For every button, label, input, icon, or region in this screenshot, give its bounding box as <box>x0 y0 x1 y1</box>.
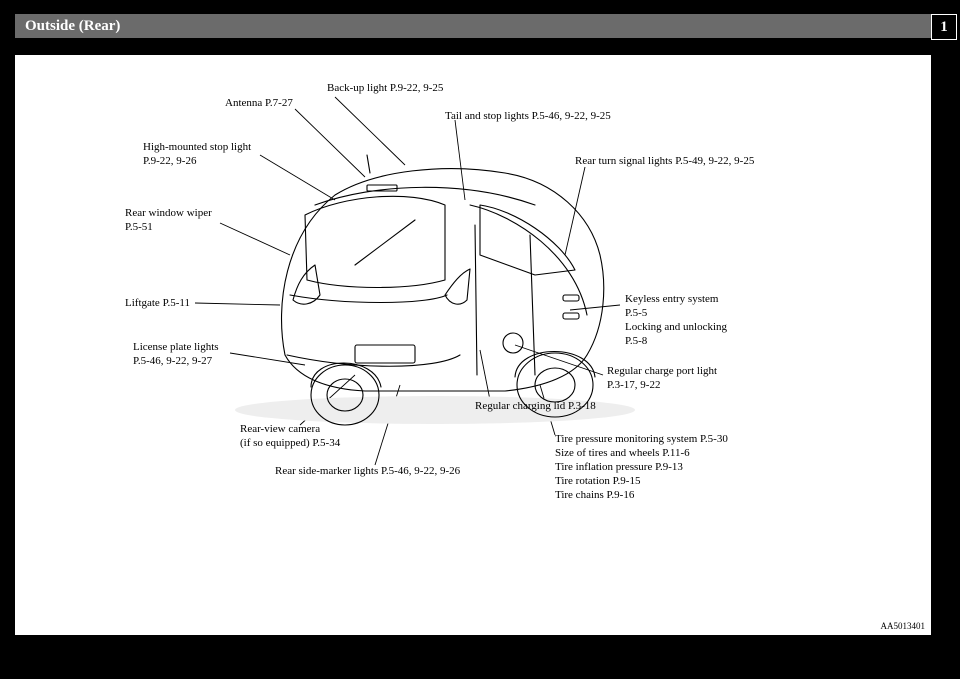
watermark: carmanualsonline.info <box>765 648 940 669</box>
label-tail-stop: Tail and stop lights P.5-46, 9-22, 9-25 <box>445 110 611 124</box>
label-antenna: Antenna P.7-27 <box>225 97 293 111</box>
header-bar: Outside (Rear) <box>15 14 931 38</box>
label-rear-turn: Rear turn signal lights P.5-49, 9-22, 9-… <box>575 155 754 169</box>
label-liftgate: Liftgate P.5-11 <box>125 297 190 311</box>
diagram-id: AA5013401 <box>881 621 926 631</box>
label-rear-side-marker: Rear side-marker lights P.5-46, 9-22, 9-… <box>275 465 460 479</box>
label-rear-wiper-2: P.5-51 <box>125 221 153 235</box>
label-charge-port-2: P.3-17, 9-22 <box>607 379 660 393</box>
label-rear-wiper-1: Rear window wiper <box>125 207 212 221</box>
diagram-canvas: Back-up light P.9-22, 9-25 Antenna P.7-2… <box>15 55 931 635</box>
label-keyless-3: Locking and unlocking <box>625 321 727 335</box>
page: Outside (Rear) 1 <box>0 0 960 679</box>
label-tire-2: Size of tires and wheels P.11-6 <box>555 447 690 461</box>
label-keyless-2: P.5-5 <box>625 307 647 321</box>
page-number-tab: 1 <box>931 14 957 40</box>
label-tire-3: Tire inflation pressure P.9-13 <box>555 461 683 475</box>
label-tire-4: Tire rotation P.9-15 <box>555 475 640 489</box>
label-license-1: License plate lights <box>133 341 219 355</box>
label-backup-light: Back-up light P.9-22, 9-25 <box>327 82 443 96</box>
label-keyless-1: Keyless entry system <box>625 293 718 307</box>
label-tire-1: Tire pressure monitoring system P.5-30 <box>555 433 728 447</box>
header-title: Outside (Rear) <box>15 18 120 35</box>
label-charging-lid: Regular charging lid P.3-18 <box>475 400 596 414</box>
label-license-2: P.5-46, 9-22, 9-27 <box>133 355 212 369</box>
label-rear-cam-1: Rear-view camera <box>240 423 320 437</box>
label-keyless-4: P.5-8 <box>625 335 647 349</box>
label-high-mounted-2: P.9-22, 9-26 <box>143 155 196 169</box>
label-high-mounted-1: High-mounted stop light <box>143 141 251 155</box>
label-tire-5: Tire chains P.9-16 <box>555 489 634 503</box>
label-rear-cam-2: (if so equipped) P.5-34 <box>240 437 340 451</box>
label-charge-port-1: Regular charge port light <box>607 365 717 379</box>
